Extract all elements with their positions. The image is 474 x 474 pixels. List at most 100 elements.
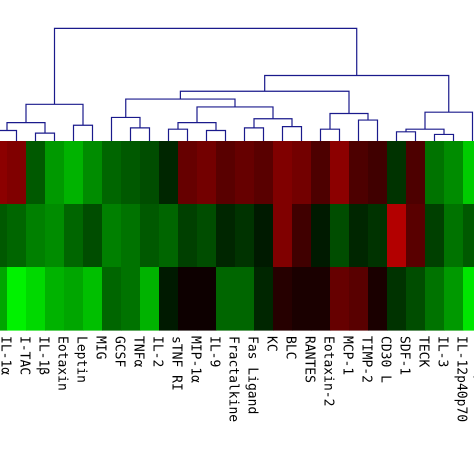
- heatmap-cell: [178, 267, 198, 331]
- dendrogram-link: [281, 125, 303, 141]
- heatmap-cell: [425, 204, 445, 268]
- heatmap-cells: [0, 141, 474, 331]
- dendrogram-link: [433, 133, 455, 141]
- dendrogram-link: [125, 98, 236, 118]
- heatmap-cell: [368, 141, 388, 205]
- dendrogram-link: [243, 127, 265, 141]
- heatmap-cell: [368, 267, 388, 331]
- tick-label: GCSF: [112, 336, 127, 367]
- heatmap-cell: [159, 267, 179, 331]
- heatmap-cell: [444, 267, 464, 331]
- heatmap-cell: [254, 267, 274, 331]
- dendrogram-link: [110, 116, 141, 141]
- heatmap-cell: [216, 267, 236, 331]
- heatmap-cell: [159, 204, 179, 268]
- heatmap-cell: [26, 141, 46, 205]
- dendrogram-link: [424, 111, 474, 141]
- heatmap-cell: [83, 141, 103, 205]
- tick-label: KC: [264, 336, 279, 352]
- heatmap-cell: [45, 141, 65, 205]
- heatmap-cell: [444, 204, 464, 268]
- heatmap-cell: [26, 204, 46, 268]
- tick-label: IL-12p70: [473, 336, 474, 399]
- heatmap-cell: [292, 204, 312, 268]
- heatmap-cell: [64, 141, 84, 205]
- dendrogram-link: [167, 128, 189, 141]
- heatmap-cell: [197, 141, 217, 205]
- tick-label: TIMP-2: [359, 336, 374, 383]
- heatmap-cell: [7, 204, 27, 268]
- heatmap-cell: [387, 267, 407, 331]
- heatmap-cell: [311, 141, 331, 205]
- tick-label: RANTES: [302, 336, 317, 383]
- heatmap-cell: [330, 267, 350, 331]
- heatmap-cell: [235, 267, 255, 331]
- heatmap-cell: [45, 267, 65, 331]
- tick-label: IL-3: [435, 336, 450, 367]
- tick-label: SDF-1: [397, 336, 412, 375]
- tick-label: Eotaxin-2: [321, 336, 336, 406]
- heatmap-cell: [102, 204, 122, 268]
- heatmap-cell: [121, 141, 141, 205]
- tick-label: Fractalkine: [226, 336, 241, 422]
- heatmap-cell: [235, 141, 255, 205]
- heatmap-cell: [216, 204, 236, 268]
- tick-label: IL-9: [207, 336, 222, 367]
- tick-label: Leptin: [74, 336, 89, 383]
- heatmap-cell: [368, 204, 388, 268]
- tick-label: MCP-1: [340, 336, 355, 375]
- heatmap-cell: [64, 267, 84, 331]
- heatmap-cell: [463, 141, 474, 205]
- heatmap-cell: [0, 141, 8, 205]
- heatmap-cell: [140, 267, 160, 331]
- tick-label: I-TAC: [17, 336, 32, 375]
- heatmap-cell: [387, 141, 407, 205]
- heatmap-cell: [254, 204, 274, 268]
- heatmap-cell: [235, 204, 255, 268]
- heatmap-cell: [349, 267, 369, 331]
- tick-label: BLC: [283, 336, 298, 359]
- heatmap-cell: [349, 141, 369, 205]
- heatmap-cell: [349, 204, 369, 268]
- heatmap-cell: [463, 267, 474, 331]
- column-labels: IL-1α I-TAC IL-1β Eotaxin Leptin MIG GCSF TNFα I…: [0, 336, 474, 422]
- heatmap-cell: [273, 141, 293, 205]
- heatmap-cell: [311, 267, 331, 331]
- dendrogram: [0, 27, 474, 141]
- heatmap-cell: [7, 141, 27, 205]
- heatmap-cell: [121, 204, 141, 268]
- heatmap-cell: [273, 204, 293, 268]
- heatmap-cell: [463, 204, 474, 268]
- heatmap-cell: [140, 204, 160, 268]
- heatmap-cell: [406, 267, 426, 331]
- dendrogram-link: [6, 122, 46, 134]
- heatmap-cell: [83, 267, 103, 331]
- heatmap-cell: [159, 141, 179, 205]
- dendrogram-link: [196, 106, 274, 123]
- dendrogram-link: [205, 129, 227, 141]
- tick-label: IL-12p40p70: [454, 336, 469, 422]
- heatmap-cell: [83, 204, 103, 268]
- tick-label: CD30 L: [378, 336, 393, 383]
- tick-label: MIG: [93, 336, 108, 360]
- dendrogram-link: [34, 132, 56, 141]
- dendrogram-link: [129, 127, 151, 141]
- tick-label: IL-1α: [0, 336, 13, 375]
- heatmap-cell: [26, 267, 46, 331]
- heatmap-cell: [197, 267, 217, 331]
- tick-label: IL-2: [150, 336, 165, 367]
- heatmap-cell: [311, 204, 331, 268]
- heatmap-cell: [387, 204, 407, 268]
- heatmap-cell: [444, 141, 464, 205]
- heatmap-cell: [292, 141, 312, 205]
- heatmap-cell: [197, 204, 217, 268]
- tick-label: sTNF RI: [169, 336, 184, 391]
- heatmap-cell: [64, 204, 84, 268]
- tick-label: TNFα: [131, 336, 146, 367]
- heatmap-cell: [178, 141, 198, 205]
- dendrogram-link: [179, 90, 350, 114]
- heatmap-cell: [406, 141, 426, 205]
- heatmap-cell: [121, 267, 141, 331]
- heatmap-cell: [330, 204, 350, 268]
